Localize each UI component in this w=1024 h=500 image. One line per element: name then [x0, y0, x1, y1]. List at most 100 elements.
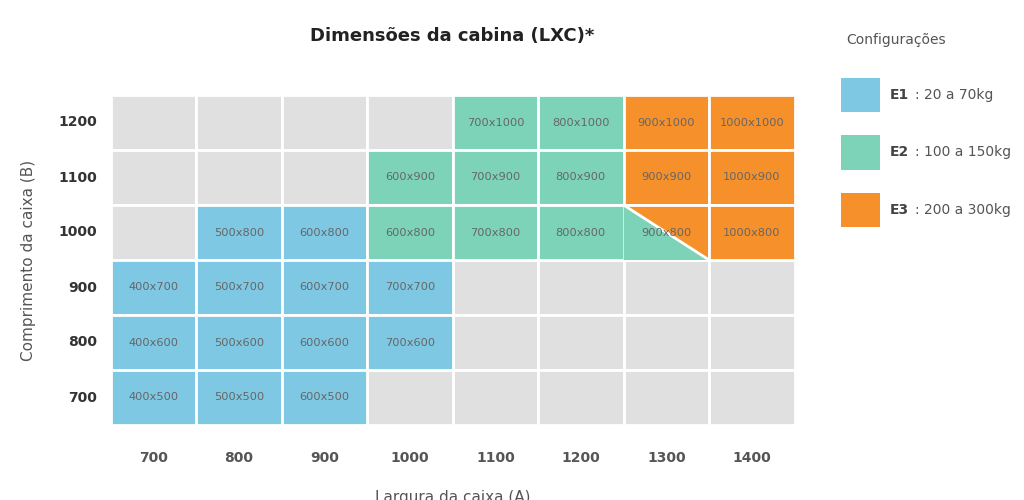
Bar: [539, 260, 624, 315]
Bar: [453, 260, 539, 315]
Bar: [709, 150, 795, 205]
Text: 500x500: 500x500: [214, 392, 264, 402]
Bar: [453, 315, 539, 370]
Bar: [539, 150, 624, 205]
Bar: [453, 150, 539, 205]
Bar: [539, 205, 624, 260]
Bar: [282, 95, 368, 150]
Text: 600x700: 600x700: [299, 282, 349, 292]
Bar: [709, 95, 795, 150]
Bar: [282, 370, 368, 425]
Bar: [282, 260, 368, 315]
Bar: [453, 370, 539, 425]
Bar: [624, 260, 709, 315]
Text: 600x800: 600x800: [299, 228, 349, 237]
Text: 1000: 1000: [390, 452, 429, 466]
Text: 500x800: 500x800: [214, 228, 264, 237]
Bar: [367, 95, 453, 150]
Text: E2: E2: [890, 146, 909, 160]
Text: 700x700: 700x700: [385, 282, 435, 292]
Bar: [367, 315, 453, 370]
Bar: [111, 260, 197, 315]
Text: 500x600: 500x600: [214, 338, 264, 347]
Text: 800: 800: [68, 336, 97, 349]
Bar: [539, 95, 624, 150]
Text: E3: E3: [890, 203, 909, 217]
Text: 400x500: 400x500: [128, 392, 178, 402]
Bar: [709, 260, 795, 315]
Text: 1200: 1200: [561, 452, 600, 466]
Bar: [539, 315, 624, 370]
Text: 800x900: 800x900: [556, 172, 606, 182]
Bar: [709, 205, 795, 260]
Bar: [624, 205, 709, 260]
Bar: [282, 370, 368, 425]
Bar: [453, 95, 539, 150]
Bar: [111, 205, 197, 260]
Bar: [111, 150, 197, 205]
Bar: [282, 260, 368, 315]
Bar: [624, 315, 709, 370]
Bar: [282, 150, 368, 205]
Text: 600x500: 600x500: [299, 392, 349, 402]
Text: 1300: 1300: [647, 452, 686, 466]
Bar: [197, 260, 282, 315]
Text: 900: 900: [68, 280, 97, 294]
Polygon shape: [624, 205, 709, 260]
Text: 700x900: 700x900: [470, 172, 520, 182]
Text: 600x600: 600x600: [299, 338, 349, 347]
Bar: [367, 260, 453, 315]
Bar: [709, 370, 795, 425]
Text: 700x1000: 700x1000: [467, 118, 524, 128]
Bar: [367, 370, 453, 425]
Bar: [367, 315, 453, 370]
Bar: [111, 95, 197, 150]
Bar: [367, 205, 453, 260]
Text: 900x800: 900x800: [641, 228, 691, 237]
Text: E1: E1: [890, 88, 909, 102]
Bar: [111, 370, 197, 425]
Bar: [197, 260, 282, 315]
Bar: [709, 205, 795, 260]
Text: 700x600: 700x600: [385, 338, 435, 347]
Bar: [624, 205, 709, 260]
Bar: [539, 95, 624, 150]
Bar: [539, 150, 624, 205]
Bar: [453, 150, 539, 205]
Bar: [197, 315, 282, 370]
Bar: [453, 95, 539, 150]
Bar: [709, 150, 795, 205]
Text: 1000x1000: 1000x1000: [720, 118, 784, 128]
Text: 900x1000: 900x1000: [638, 118, 695, 128]
Bar: [624, 150, 709, 205]
Text: 1000: 1000: [58, 226, 97, 239]
Text: 400x700: 400x700: [128, 282, 178, 292]
Text: 800: 800: [224, 452, 253, 466]
Text: : 200 a 300kg: : 200 a 300kg: [915, 203, 1012, 217]
Bar: [282, 315, 368, 370]
Text: : 100 a 150kg: : 100 a 150kg: [915, 146, 1012, 160]
Text: Dimensões da cabina (LXC)*: Dimensões da cabina (LXC)*: [310, 26, 595, 44]
Bar: [453, 205, 539, 260]
Text: Configurações: Configurações: [846, 33, 945, 47]
Bar: [282, 315, 368, 370]
Bar: [197, 370, 282, 425]
Text: 700x800: 700x800: [470, 228, 520, 237]
Bar: [624, 370, 709, 425]
Bar: [709, 315, 795, 370]
Text: Largura da caixa (A): Largura da caixa (A): [375, 490, 530, 500]
Bar: [111, 315, 197, 370]
Text: 1200: 1200: [58, 116, 97, 130]
Text: 600x900: 600x900: [385, 172, 435, 182]
Bar: [197, 315, 282, 370]
Text: 900x900: 900x900: [641, 172, 691, 182]
Bar: [367, 150, 453, 205]
Bar: [624, 95, 709, 150]
Bar: [709, 95, 795, 150]
Text: 400x600: 400x600: [128, 338, 178, 347]
Text: 900: 900: [310, 452, 339, 466]
Text: 700: 700: [139, 452, 168, 466]
Text: 700: 700: [68, 390, 97, 404]
Text: : 20 a 70kg: : 20 a 70kg: [915, 88, 994, 102]
Bar: [367, 205, 453, 260]
